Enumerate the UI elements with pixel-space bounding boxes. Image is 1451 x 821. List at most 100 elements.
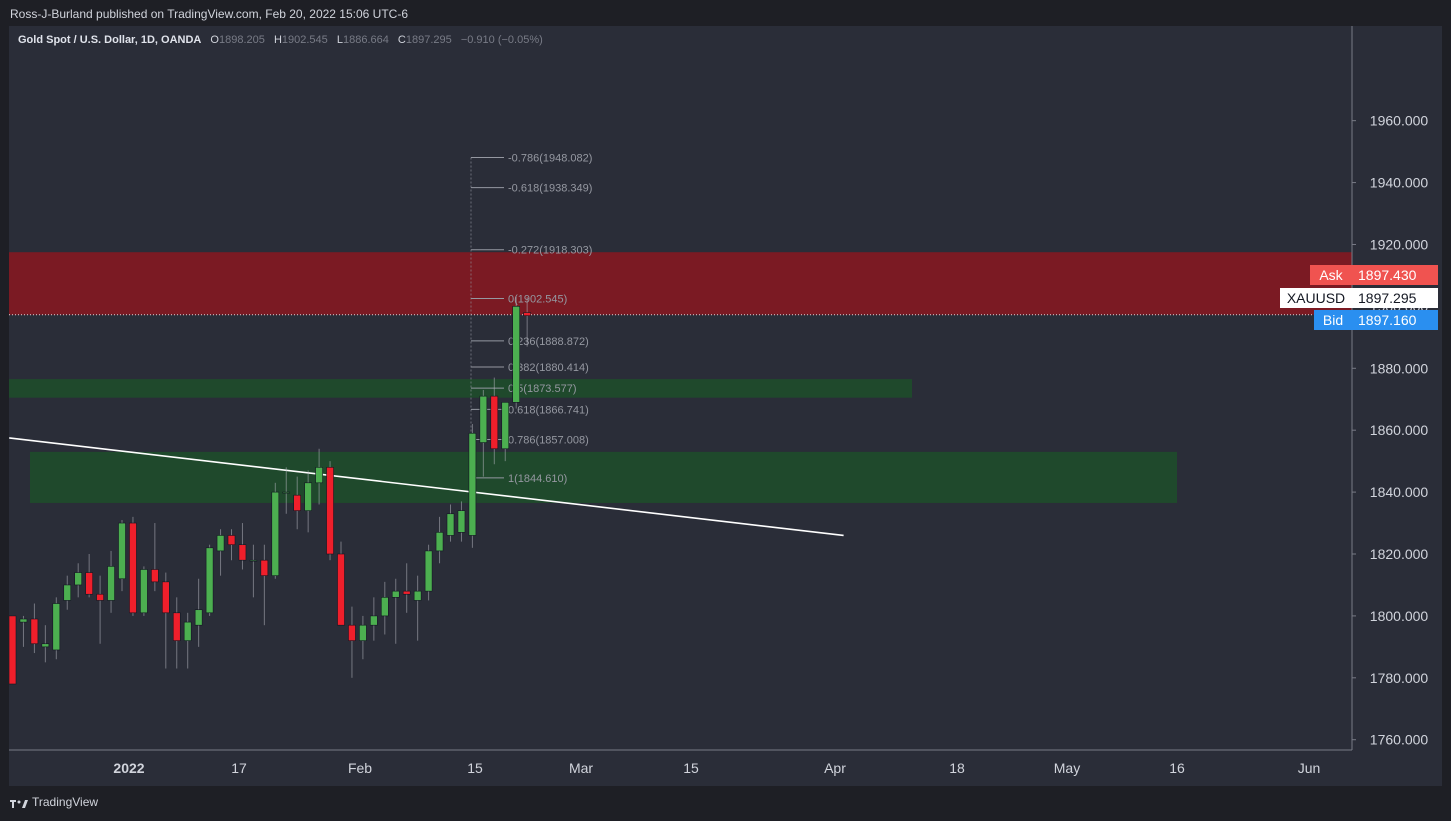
fib-level-label: -0.618(1938.349)	[508, 183, 592, 195]
price-tick-label: 1880.000	[1370, 360, 1429, 376]
bid-label: Bid	[1314, 310, 1352, 330]
candle-body	[52, 603, 61, 651]
fib-level-label: 0(1902.545)	[508, 294, 567, 306]
time-tick-label: Jun	[1298, 760, 1321, 776]
chart-frame[interactable]: -0.786(1948.082) -0.618(1938.349) -0.272(1…	[9, 26, 1442, 786]
candles-layer	[9, 297, 531, 685]
fib-level-label: 0.236(1888.872)	[508, 336, 589, 348]
axes-layer: 1760.000 1780.000 1800.000 1820.000 1840.000…	[9, 26, 1428, 776]
candle-body	[315, 467, 323, 484]
candle-body	[413, 590, 422, 601]
candle-body	[96, 593, 104, 601]
candle-body	[172, 612, 181, 641]
candle-body	[9, 615, 17, 685]
candle-body	[271, 491, 280, 576]
close-value: 1897.295	[405, 34, 452, 46]
brand-name: TradingView	[32, 795, 99, 809]
candle-body	[282, 491, 291, 494]
candle-body	[30, 618, 39, 645]
ask-value: 1897.430	[1352, 265, 1438, 285]
fib-level-label: 0.618(1866.741)	[508, 404, 589, 416]
candle-body	[140, 569, 148, 614]
time-tick-label: 2022	[113, 760, 144, 776]
candle-body	[238, 544, 247, 561]
candle-body	[424, 550, 433, 592]
candle-body	[205, 547, 214, 614]
candle-body	[63, 584, 72, 601]
candle-body	[74, 572, 82, 586]
fib-level-label: 0.5(1873.577)	[508, 383, 577, 395]
ask-label: Ask	[1310, 265, 1352, 285]
candle-body	[249, 559, 258, 562]
candle-body	[370, 615, 378, 626]
time-tick-label: 17	[231, 760, 247, 776]
fib-layer: -0.786(1948.082) -0.618(1938.349) -0.272(1…	[470, 153, 592, 485]
candle-body	[183, 621, 192, 641]
close-label: C	[397, 34, 406, 46]
candle-body	[479, 395, 488, 443]
high-label: H	[273, 34, 282, 46]
candle-body	[260, 559, 269, 576]
price-tick-label: 1820.000	[1370, 546, 1429, 562]
candle-body	[337, 553, 345, 626]
candle-body	[523, 312, 531, 316]
candle-body	[107, 566, 115, 601]
low-label: L	[336, 34, 343, 46]
time-tick-label: 18	[949, 760, 965, 776]
candle-body	[490, 395, 499, 450]
candle-body	[457, 510, 466, 533]
time-tick-label: Mar	[569, 760, 593, 776]
trendline	[9, 437, 844, 537]
open-value: 1898.205	[218, 34, 265, 46]
high-value: 1902.545	[281, 34, 328, 46]
candle-body	[326, 467, 334, 555]
time-tick-label: 16	[1169, 760, 1185, 776]
symbol-title: Gold Spot / U.S. Dollar, 1D, OANDA	[18, 34, 202, 46]
time-tick-label: Feb	[348, 760, 372, 776]
bid-tag: Bid 1897.160	[1280, 310, 1438, 330]
candle-body	[194, 609, 203, 626]
candle-body	[162, 581, 170, 614]
top-bar: Ross-J-Burland published on TradingView.…	[0, 0, 1451, 26]
fib-level-label: 1(1844.610)	[508, 473, 567, 485]
candle-body	[512, 306, 521, 403]
fib-level-label: 0.786(1857.008)	[508, 434, 589, 446]
symbol-legend: Gold Spot / U.S. Dollar, 1D, OANDA O1898…	[18, 34, 543, 46]
price-tick-label: 1940.000	[1370, 175, 1429, 191]
zones-layer	[9, 252, 1352, 503]
price-tick-label: 1960.000	[1370, 113, 1429, 129]
change-value: −0.910 (−0.05%)	[460, 34, 543, 46]
last-price-value: 1897.295	[1352, 288, 1438, 308]
time-tick-label: 15	[683, 760, 699, 776]
candle-body	[304, 482, 312, 511]
price-tick-label: 1760.000	[1370, 732, 1429, 748]
time-tick-label: Apr	[824, 760, 846, 776]
candle-body	[293, 494, 302, 511]
price-tick-label: 1920.000	[1370, 236, 1429, 252]
price-tick-label: 1840.000	[1370, 484, 1429, 500]
open-label: O	[210, 34, 219, 46]
fib-level-label: -0.272(1918.303)	[508, 245, 592, 257]
price-tick-label: 1780.000	[1370, 670, 1429, 686]
symbol-tag-label: XAUUSD	[1280, 288, 1352, 308]
footer-brand[interactable]: TradingView	[10, 795, 98, 809]
candle-body	[129, 522, 137, 614]
candle-body	[380, 597, 389, 617]
candle-body	[501, 402, 510, 450]
candle-body	[41, 643, 50, 648]
publisher-info: Ross-J-Burland published on TradingView.…	[10, 7, 408, 21]
candle-body	[216, 535, 225, 552]
candle-body	[435, 532, 444, 552]
candle-body	[151, 569, 159, 583]
candle-body	[359, 624, 367, 641]
support-zone	[30, 451, 1177, 503]
fib-level-label: 0.382(1880.414)	[508, 362, 589, 374]
candle-body	[391, 590, 400, 598]
time-tick-label: 15	[467, 760, 483, 776]
candle-body	[446, 513, 455, 536]
candle-body	[227, 535, 236, 546]
candlestick-chart[interactable]: -0.786(1948.082) -0.618(1938.349) -0.272(1…	[9, 26, 1442, 786]
candle-body	[118, 522, 126, 580]
bid-value: 1897.160	[1352, 310, 1438, 330]
candle-body	[402, 590, 411, 595]
